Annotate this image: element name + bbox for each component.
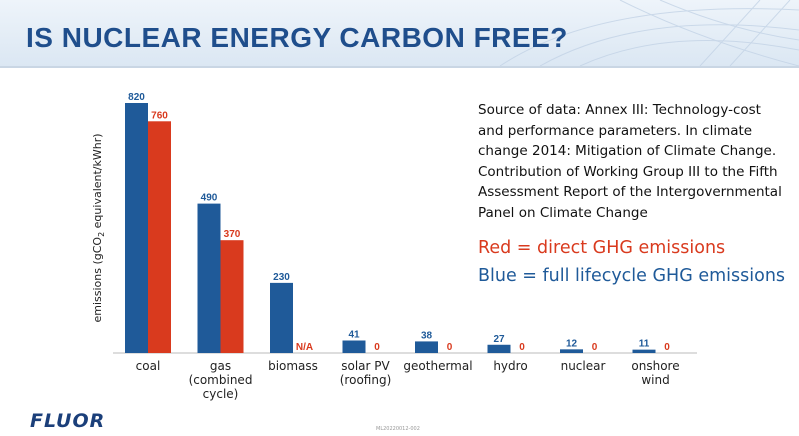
bar-0-4	[415, 341, 438, 353]
data-label-1-6: 0	[592, 342, 598, 353]
x-tick-label-0-0: coal	[136, 359, 161, 373]
data-label-0-4: 38	[421, 330, 433, 341]
data-label-0-2: 230	[273, 272, 290, 283]
data-label-0-7: 11	[639, 339, 650, 350]
footer-document-code: ML20220012-002	[376, 426, 420, 432]
data-label-1-2: N/A	[296, 342, 313, 353]
bar-0-6	[560, 349, 583, 353]
data-label-1-5: 0	[519, 342, 525, 353]
y-axis-label: emissions (gCO2 equivalent/kWhr)	[91, 133, 106, 322]
x-tick-label-3-0: solar PV	[341, 359, 390, 373]
source-note: Source of data: Annex III: Technology-co…	[478, 102, 782, 221]
banner-decoration-icon	[499, 0, 799, 66]
data-label-1-0: 760	[151, 110, 168, 121]
fluor-logo: FLUOR	[30, 410, 106, 432]
x-tick-label-6-0: nuclear	[561, 359, 606, 373]
x-tick-label-4-0: geothermal	[403, 359, 472, 373]
bar-1-1	[220, 240, 244, 353]
data-label-0-5: 27	[493, 334, 505, 345]
legend-direct-emissions: Red = direct GHG emissions	[478, 238, 726, 258]
data-label-1-7: 0	[664, 342, 670, 353]
header-divider	[0, 66, 799, 68]
bar-0-2	[270, 282, 293, 353]
data-label-0-6: 12	[566, 338, 578, 349]
x-tick-label-7-0: onshore	[631, 359, 679, 373]
data-label-1-1: 370	[224, 229, 241, 240]
y-axis-label-main: emissions (gCO	[91, 237, 104, 323]
bar-0-1	[197, 203, 221, 353]
y-axis-label-rest: equivalent/kWhr)	[91, 133, 104, 231]
data-label-1-3: 0	[374, 342, 380, 353]
x-tick-label-2-0: biomass	[268, 359, 318, 373]
bar-0-5	[487, 344, 511, 353]
data-label-0-1: 490	[201, 193, 218, 204]
x-tick-label-5-0: hydro	[493, 359, 527, 373]
legend-lifecycle-emissions: Blue = full lifecycle GHG emissions	[478, 266, 786, 286]
bars-group: 820 760 490 370 230 N/A 41 0 38 0 27 0 12 0 11 0	[125, 92, 670, 353]
data-label-1-4: 0	[447, 342, 453, 353]
bar-1-0	[148, 121, 171, 353]
bar-0-7	[632, 349, 656, 353]
bar-0-3	[342, 340, 366, 353]
x-tick-label-7-1: wind	[641, 373, 669, 387]
x-tick-label-1-1: (combined	[189, 373, 253, 387]
data-label-0-0: 820	[128, 92, 145, 103]
y-axis-label-subscript: 2	[97, 232, 106, 237]
page-title: IS NUCLEAR ENERGY CARBON FREE?	[26, 22, 568, 53]
bar-0-0	[125, 103, 148, 353]
x-tick-label-3-1: (roofing)	[340, 373, 392, 387]
title-banner: IS NUCLEAR ENERGY CARBON FREE?	[0, 0, 799, 66]
x-tick-label-1-2: cycle)	[203, 387, 239, 401]
x-tick-label-1-0: gas	[210, 359, 231, 373]
data-label-0-3: 41	[348, 330, 360, 341]
